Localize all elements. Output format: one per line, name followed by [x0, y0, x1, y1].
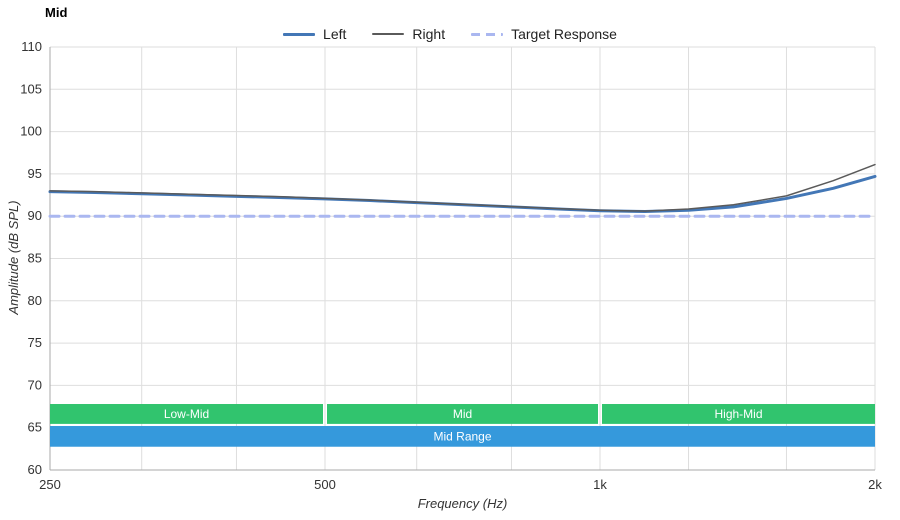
x-axis-title: Frequency (Hz) — [417, 496, 508, 511]
y-tick-label: 70 — [28, 377, 42, 392]
y-tick-label: 65 — [28, 420, 42, 435]
legend-swatch-right — [372, 33, 405, 35]
y-tick-label: 110 — [21, 39, 42, 54]
band-label: Low-Mid — [164, 407, 209, 421]
series-right — [49, 163, 876, 212]
band-low-mid — [50, 404, 323, 424]
chart-title: Mid — [45, 5, 68, 20]
y-tick-label: 60 — [28, 462, 42, 477]
band-mid-range — [50, 426, 875, 447]
y-tick-label: 95 — [28, 166, 42, 181]
y-tick-label: 90 — [28, 208, 42, 223]
y-tick-label: 105 — [20, 81, 42, 96]
x-tick-label: 250 — [39, 477, 61, 492]
y-tick-label: 80 — [28, 293, 42, 308]
legend-item-left[interactable]: Left — [283, 26, 346, 42]
legend-item-right[interactable]: Right — [372, 26, 445, 42]
y-tick-label: 100 — [20, 124, 42, 139]
x-tick-label: 500 — [314, 477, 336, 492]
y-tick-label: 85 — [28, 251, 42, 266]
y-tick-label: 75 — [28, 335, 42, 350]
legend-swatch-target-response — [471, 32, 504, 36]
band-label: Mid Range — [433, 429, 491, 443]
legend-label-left: Left — [323, 26, 347, 42]
legend-swatch-left — [283, 32, 316, 36]
band-label: Mid — [453, 407, 472, 421]
legend-label-target-response: Target Response — [511, 26, 617, 42]
band-label: High-Mid — [714, 407, 762, 421]
x-tick-label: 1k — [593, 477, 607, 492]
band-mid — [327, 404, 598, 424]
x-tick-label: 2k — [868, 477, 882, 492]
band-high-mid — [602, 404, 875, 424]
legend-label-right: Right — [412, 26, 446, 42]
legend-item-target-response[interactable]: Target Response — [471, 26, 617, 42]
legend: Left Right Target Response — [0, 26, 900, 42]
